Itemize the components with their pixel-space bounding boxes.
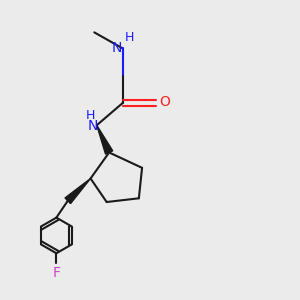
Polygon shape [65, 178, 91, 204]
Text: H: H [86, 109, 95, 122]
Text: O: O [159, 95, 170, 109]
Polygon shape [97, 125, 113, 154]
Text: N: N [111, 41, 122, 55]
Text: N: N [88, 119, 98, 133]
Text: F: F [52, 266, 60, 280]
Text: H: H [125, 31, 134, 44]
